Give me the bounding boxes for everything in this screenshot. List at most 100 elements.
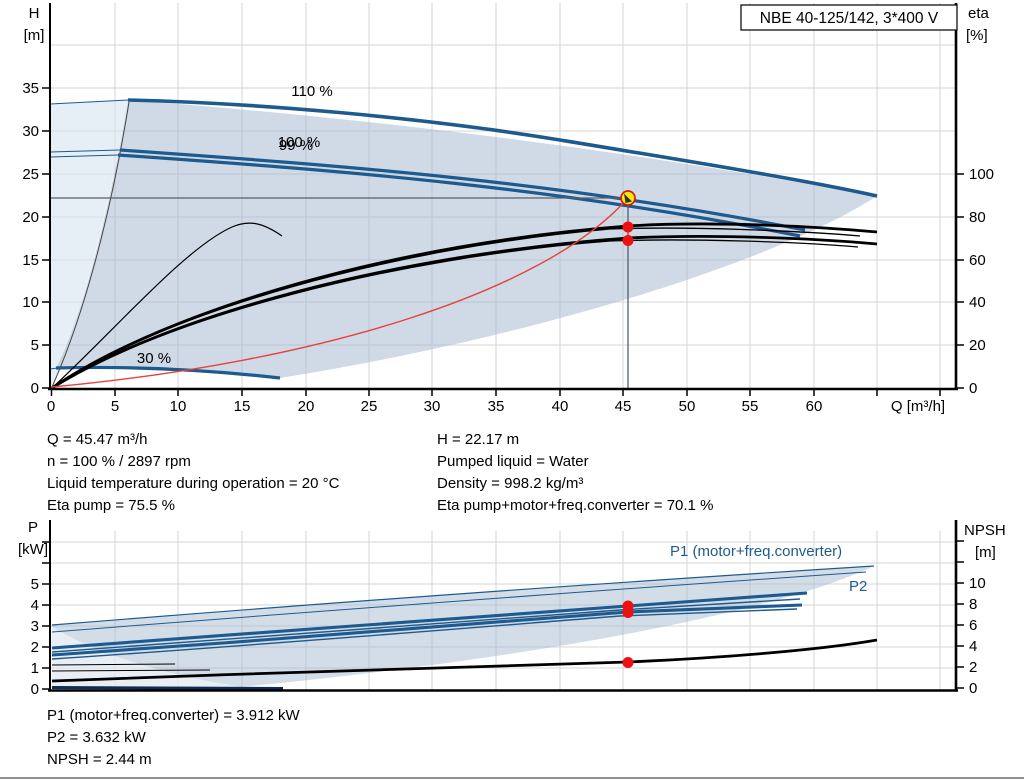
svg-text:20: 20	[298, 398, 315, 415]
curve-extensions	[49, 99, 129, 370]
npsh-thin-line-2	[51, 669, 211, 672]
svg-text:6: 6	[969, 617, 977, 634]
p1-110-line	[51, 565, 875, 626]
svg-text:35: 35	[22, 80, 39, 97]
eta-axis-tick-labels: 0 20 40 60 80 100	[969, 166, 994, 397]
label-110-percent: 110 %	[291, 83, 332, 100]
duty-info-right: H = 22.17 m Pumped liquid = Water Densit…	[437, 429, 713, 517]
eta-pump-curve-99	[51, 227, 861, 389]
svg-text:20: 20	[22, 209, 39, 226]
svg-text:60: 60	[969, 252, 986, 269]
result-info: P1 (motor+freq.converter) = 3.912 kW P2 …	[47, 705, 300, 771]
eta-reduced-speed-curve	[51, 222, 283, 389]
npsh-curve	[51, 638, 878, 683]
svg-text:10: 10	[170, 398, 187, 415]
eta-axis-name: eta	[968, 5, 990, 22]
npsh-axis-unit: [m]	[975, 544, 996, 561]
h-axis-unit: [m]	[24, 27, 45, 44]
info-h: H = 22.17 m	[437, 431, 520, 448]
svg-text:35: 35	[488, 398, 505, 415]
pump-title: NBE 40-125/142, 3*400 V	[760, 10, 939, 27]
label-99-percent: 99 %	[279, 137, 313, 154]
svg-text:10: 10	[22, 294, 39, 311]
p-axis-name: P	[28, 519, 38, 536]
info-speed: n = 100 % / 2897 rpm	[47, 453, 191, 470]
result-p1: P1 (motor+freq.converter) = 3.912 kW	[47, 707, 300, 724]
q-axis-unit: Q [m³/h]	[891, 398, 945, 415]
h-axis-name: H	[29, 5, 40, 22]
svg-text:8: 8	[969, 596, 977, 613]
result-p2: P2 = 3.632 kW	[47, 729, 146, 746]
svg-text:25: 25	[361, 398, 378, 415]
bottom-divider	[0, 777, 1024, 779]
svg-text:5: 5	[31, 337, 39, 354]
svg-text:55: 55	[742, 398, 759, 415]
p-axis-unit: [kW]	[18, 541, 48, 558]
svg-text:2: 2	[969, 659, 977, 676]
p2-curve-99	[51, 608, 798, 660]
qh-ticks	[42, 87, 964, 396]
svg-text:45: 45	[615, 398, 632, 415]
svg-text:0: 0	[31, 380, 39, 397]
p1-curve	[51, 591, 808, 650]
svg-text:15: 15	[234, 398, 251, 415]
info-liquid: Pumped liquid = Water	[437, 453, 589, 470]
svg-text:40: 40	[969, 294, 986, 311]
eta-axis-unit: [%]	[966, 27, 988, 44]
p2-curve	[51, 603, 803, 657]
h-axis-tick-labels: 0 5 10 15 20 25 30 35	[22, 80, 39, 397]
svg-text:0: 0	[969, 380, 977, 397]
svg-text:30: 30	[22, 123, 39, 140]
svg-text:4: 4	[969, 638, 977, 655]
svg-text:3: 3	[31, 618, 39, 635]
svg-text:5: 5	[31, 576, 39, 593]
speed-envelope-band	[56, 100, 877, 378]
eta-total-marker	[622, 235, 634, 246]
eta-total-curve-99	[51, 239, 859, 389]
info-density: Density = 998.2 kg/m³	[437, 475, 584, 492]
npsh-marker	[622, 657, 634, 668]
power-ticks	[42, 540, 964, 690]
svg-text:0: 0	[47, 398, 55, 415]
duty-parabola	[51, 197, 629, 388]
curve-99-percent	[117, 153, 801, 238]
svg-text:10: 10	[969, 575, 986, 592]
svg-text:0: 0	[969, 680, 977, 697]
curve-110-percent	[127, 98, 878, 198]
label-100-percent: 100 %	[278, 134, 321, 151]
label-p1: P1 (motor+freq.converter)	[670, 543, 842, 560]
duty-info-left: Q = 45.47 m³/h n = 100 % / 2897 rpm Liqu…	[47, 429, 339, 517]
result-npsh: NPSH = 2.44 m	[47, 751, 152, 768]
pump-title-box: NBE 40-125/142, 3*400 V	[740, 4, 958, 31]
min-flow-band	[50, 100, 128, 388]
svg-text:5: 5	[111, 398, 119, 415]
duty-point-arrow-icon	[624, 193, 632, 203]
info-eta-total: Eta pump+motor+freq.converter = 70.1 %	[437, 497, 714, 514]
info-q: Q = 45.47 m³/h	[47, 431, 148, 448]
npsh-thin-line-1	[51, 663, 176, 666]
p-axis-tick-labels: 0 1 2 3 4 5	[31, 576, 39, 698]
min-flow-line	[51, 101, 130, 388]
svg-text:1: 1	[31, 660, 39, 677]
curve-100-percent	[119, 148, 806, 232]
svg-text:4: 4	[31, 597, 39, 614]
qh-chart: 110 % 100 % 99 % 30 %	[22, 3, 994, 415]
svg-text:0: 0	[31, 681, 39, 698]
npsh-axis-name: NPSH	[964, 522, 1006, 539]
low-speed-power-line	[51, 686, 284, 690]
power-envelope-band	[52, 566, 874, 689]
duty-point-marker[interactable]	[620, 190, 636, 206]
p1-curve-99	[51, 598, 801, 653]
power-npsh-chart: P1 (motor+freq.converter) P2 0 1 2 3 4 5	[18, 519, 1006, 698]
svg-text:60: 60	[806, 398, 823, 415]
svg-text:100: 100	[969, 166, 994, 183]
label-p2: P2	[849, 578, 867, 595]
svg-text:50: 50	[679, 398, 696, 415]
power-envelope-light-wedge	[52, 627, 250, 689]
svg-text:30: 30	[424, 398, 441, 415]
info-eta-pump: Eta pump = 75.5 %	[47, 497, 175, 514]
p2-110-line	[51, 571, 867, 633]
svg-text:20: 20	[969, 337, 986, 354]
qh-axes	[48, 3, 958, 391]
